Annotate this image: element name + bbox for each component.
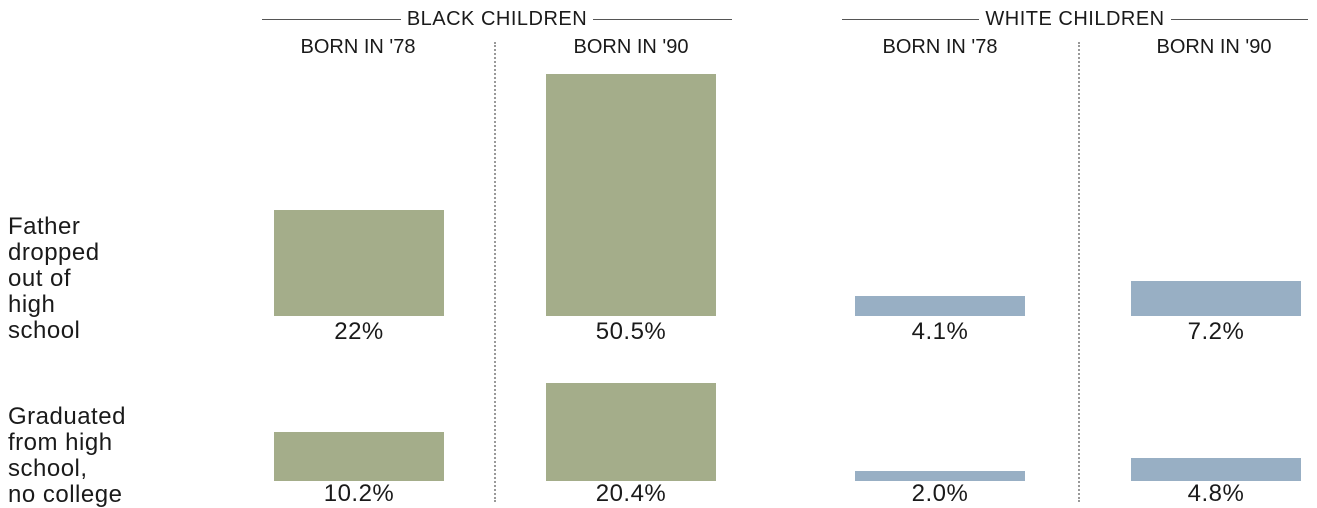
column-separator (494, 42, 496, 502)
title-rule-right (1170, 18, 1309, 20)
group-title-black: BLACK CHILDREN (262, 6, 733, 32)
group-title-text: WHITE CHILDREN (985, 7, 1165, 30)
bar-graduated-no-college-black-90 (546, 383, 716, 481)
row-label-line: Graduated (8, 403, 126, 430)
bar-father-dropped-out-white-78 (855, 296, 1025, 316)
value-label-father-dropped-out-white-90: 7.2% (1187, 318, 1245, 345)
column-header-white-78: BORN IN '78 (882, 36, 998, 58)
group-title-white: WHITE CHILDREN (842, 6, 1309, 32)
column-header-black-78: BORN IN '78 (300, 36, 416, 58)
bar-father-dropped-out-white-90 (1131, 281, 1301, 316)
value-label-father-dropped-out-black-90: 50.5% (595, 318, 667, 345)
value-label-graduated-no-college-black-90: 20.4% (595, 480, 667, 507)
row-label-graduated-no-college: Graduated from high school, no college (8, 404, 126, 508)
title-rule-right (593, 18, 733, 20)
value-label-graduated-no-college-black-78: 10.2% (323, 480, 395, 507)
row-label-line: out of (8, 265, 72, 292)
value-label-graduated-no-college-white-90: 4.8% (1187, 480, 1245, 507)
value-label-graduated-no-college-white-78: 2.0% (911, 480, 969, 507)
bar-graduated-no-college-white-78 (855, 471, 1025, 481)
row-label-line: school (8, 317, 81, 344)
bar-graduated-no-college-black-78 (274, 432, 444, 481)
bar-father-dropped-out-black-78 (274, 210, 444, 316)
column-header-black-90: BORN IN '90 (573, 36, 689, 58)
row-label-line: school, (8, 455, 88, 482)
value-label-father-dropped-out-black-78: 22% (334, 318, 384, 345)
column-header-white-90: BORN IN '90 (1156, 36, 1272, 58)
title-rule-left (262, 18, 401, 20)
row-label-line: high (8, 291, 56, 318)
value-label-father-dropped-out-white-78: 4.1% (911, 318, 969, 345)
row-label-line: no college (8, 481, 123, 508)
row-label-line: dropped (8, 239, 100, 266)
group-title-text: BLACK CHILDREN (406, 7, 588, 30)
row-label-line: from high (8, 429, 113, 456)
bar-graduated-no-college-white-90 (1131, 457, 1301, 481)
column-separator (1078, 42, 1080, 502)
row-label-line: Father (8, 213, 81, 240)
title-rule-left (842, 18, 980, 20)
bar-father-dropped-out-black-90 (546, 73, 716, 316)
row-label-father-dropped-out: Father dropped out of high school (8, 214, 100, 344)
